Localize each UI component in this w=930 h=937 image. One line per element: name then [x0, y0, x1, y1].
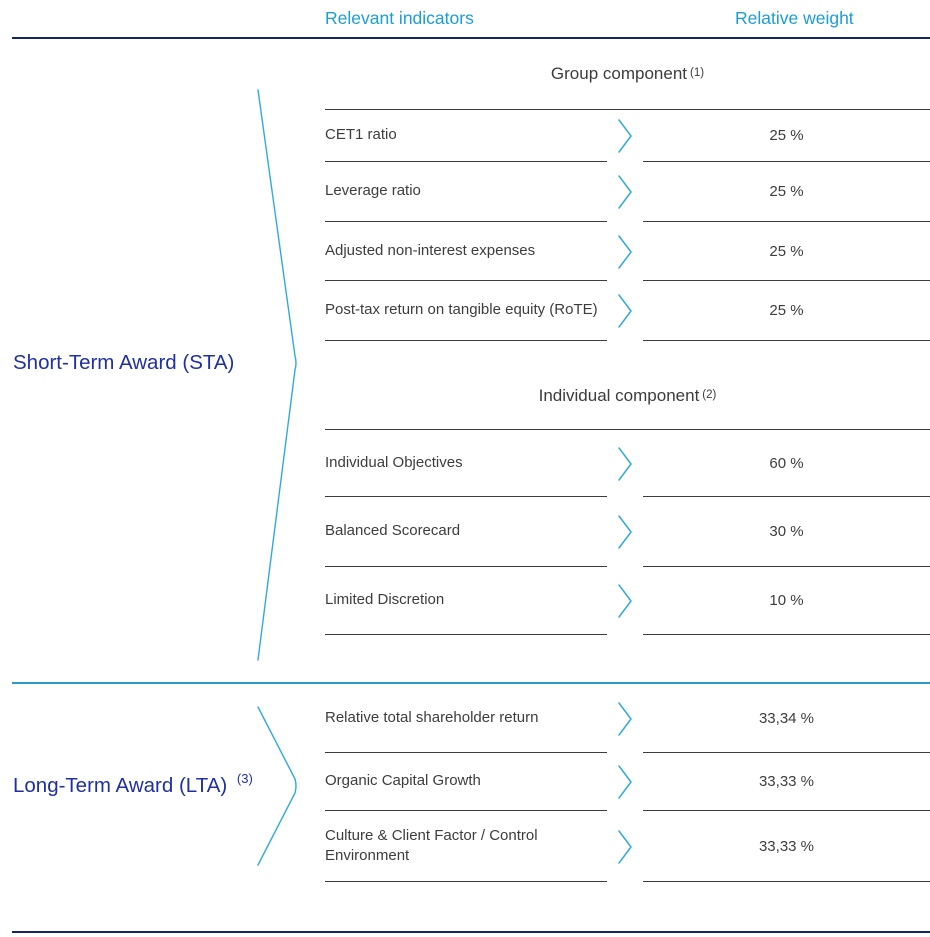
weight-cell: 10 %: [643, 567, 930, 635]
table-row: Organic Capital Growth 33,33 %: [325, 753, 930, 811]
chevron-right-icon: [607, 430, 643, 497]
lta-table: Relative total shareholder return 33,34 …: [325, 684, 930, 882]
group-component-text: Group component: [550, 64, 688, 83]
weight-cell: 33,33 %: [643, 811, 930, 882]
chevron-right-icon: [607, 162, 643, 222]
individual-component-text: Individual component: [538, 386, 700, 405]
lta-award-text: Long-Term Award (LTA): [13, 773, 228, 797]
table-row: Post-tax return on tangible equity (RoTE…: [325, 281, 930, 341]
chevron-right-icon: [607, 684, 643, 753]
sta-brace-icon: [257, 89, 297, 661]
lta-award-label: Long-Term Award (LTA) (3): [13, 771, 253, 798]
weight-cell: 60 %: [643, 430, 930, 497]
table-row: CET1 ratio 25 %: [325, 110, 930, 162]
chevron-right-icon: [607, 281, 643, 341]
chevron-right-icon: [607, 753, 643, 811]
table-row: Individual Objectives 60 %: [325, 430, 930, 497]
weight-cell: 25 %: [643, 281, 930, 341]
indicator-cell: Limited Discretion: [325, 567, 607, 635]
table-row: Balanced Scorecard 30 %: [325, 497, 930, 567]
table-row: Adjusted non-interest expenses 25 %: [325, 222, 930, 281]
footnote-marker-1: (1): [690, 67, 705, 79]
indicator-cell: Organic Capital Growth: [325, 753, 607, 811]
sta-award-label: Short-Term Award (STA): [13, 351, 234, 375]
sta-table: Group component (1) CET1 ratio 25 % Leve…: [325, 39, 930, 635]
column-header-relevant-indicators: Relevant indicators: [325, 8, 474, 28]
table-row: Leverage ratio 25 %: [325, 162, 930, 222]
footnote-marker-3: (3): [236, 771, 253, 786]
chevron-right-icon: [607, 222, 643, 281]
weight-cell: 25 %: [643, 110, 930, 162]
table-row: Culture & Client Factor / Control Enviro…: [325, 811, 930, 882]
indicator-cell: Adjusted non-interest expenses: [325, 222, 607, 281]
indicator-cell: Balanced Scorecard: [325, 497, 607, 567]
chevron-right-icon: [607, 811, 643, 882]
indicator-cell: Individual Objectives: [325, 430, 607, 497]
chevron-right-icon: [607, 497, 643, 567]
section-divider: [12, 682, 930, 684]
chevron-right-icon: [607, 567, 643, 635]
weight-cell: 33,34 %: [643, 684, 930, 753]
individual-component-title: Individual component (2): [325, 341, 930, 430]
weight-cell: 25 %: [643, 162, 930, 222]
indicator-cell: Leverage ratio: [325, 162, 607, 222]
weight-cell: 25 %: [643, 222, 930, 281]
footnote-marker-2: (2): [702, 389, 717, 401]
indicator-cell: Culture & Client Factor / Control Enviro…: [325, 811, 607, 882]
group-component-title: Group component (1): [325, 39, 930, 110]
chevron-right-icon: [607, 110, 643, 162]
sta-award-text: Short-Term Award (STA): [13, 351, 235, 374]
weight-cell: 30 %: [643, 497, 930, 567]
column-header-relative-weight: Relative weight: [735, 8, 854, 28]
table-row: Limited Discretion 10 %: [325, 567, 930, 635]
table-row: Relative total shareholder return 33,34 …: [325, 684, 930, 753]
weight-cell: 33,33 %: [643, 753, 930, 811]
indicator-cell: Relative total shareholder return: [325, 684, 607, 753]
indicator-cell: CET1 ratio: [325, 110, 607, 162]
indicator-cell: Post-tax return on tangible equity (RoTE…: [325, 281, 607, 341]
lta-brace-icon: [257, 706, 297, 866]
top-divider: [12, 37, 930, 39]
bottom-divider: [12, 931, 930, 933]
